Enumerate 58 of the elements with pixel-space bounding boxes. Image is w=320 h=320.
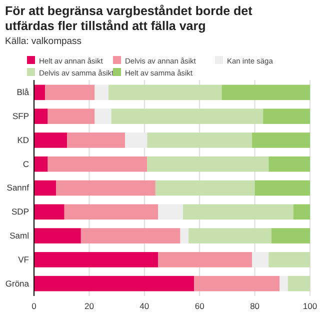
bar	[254, 180, 310, 196]
bar	[194, 276, 280, 292]
bar	[94, 84, 109, 100]
bar	[268, 252, 310, 268]
bar	[34, 132, 68, 148]
y-tick-label: Blå	[16, 87, 30, 98]
y-tick-label: VF	[18, 254, 29, 264]
bar	[188, 228, 272, 244]
x-tick-label: 60	[194, 301, 205, 312]
y-tick-label: Sannf	[6, 182, 30, 193]
bar	[180, 228, 189, 244]
y-tick-label: Saml	[10, 230, 30, 241]
bar	[252, 252, 269, 268]
chart-subtitle: Källa: valkompass	[5, 36, 82, 47]
bar	[34, 204, 64, 220]
bar	[64, 204, 158, 220]
x-tick-label: 80	[250, 301, 260, 312]
bar	[80, 228, 180, 244]
bar	[45, 84, 95, 100]
bar	[48, 108, 95, 124]
bar	[34, 276, 194, 292]
bar	[293, 204, 310, 220]
bar	[271, 228, 310, 244]
y-tick-label: SDP	[12, 206, 30, 217]
bar	[48, 156, 148, 172]
x-tick-label: 20	[84, 301, 94, 312]
bar	[34, 252, 158, 268]
bar	[288, 276, 310, 292]
bar	[155, 180, 255, 196]
chart-title: För att begränsa vargbeståndet borde det utfärdas fler tillstånd att fälla varg	[5, 4, 254, 33]
y-tick-label: SFP	[12, 111, 30, 122]
x-tick-label: 40	[140, 301, 150, 312]
y-tick-label: C	[22, 158, 29, 169]
bar	[280, 276, 288, 292]
bar	[34, 156, 48, 172]
bar	[268, 156, 310, 172]
bar	[263, 108, 310, 124]
y-tick-label: KD	[17, 134, 29, 145]
bar	[56, 180, 156, 196]
bar	[147, 156, 269, 172]
bar	[183, 204, 294, 220]
bar	[34, 108, 48, 124]
bar	[108, 84, 222, 100]
bar	[34, 228, 81, 244]
bar	[34, 180, 56, 196]
bar	[147, 132, 252, 148]
bar	[222, 84, 310, 100]
bar	[158, 252, 252, 268]
x-tick-label: 0	[32, 301, 37, 312]
bar	[111, 108, 264, 124]
bar	[67, 132, 126, 148]
y-tick-label: Gröna	[5, 278, 30, 288]
x-tick-label: 100	[302, 301, 318, 312]
bar	[252, 132, 310, 148]
bar	[125, 132, 148, 148]
bar	[94, 108, 112, 124]
bar	[34, 84, 46, 100]
bar	[158, 204, 184, 220]
